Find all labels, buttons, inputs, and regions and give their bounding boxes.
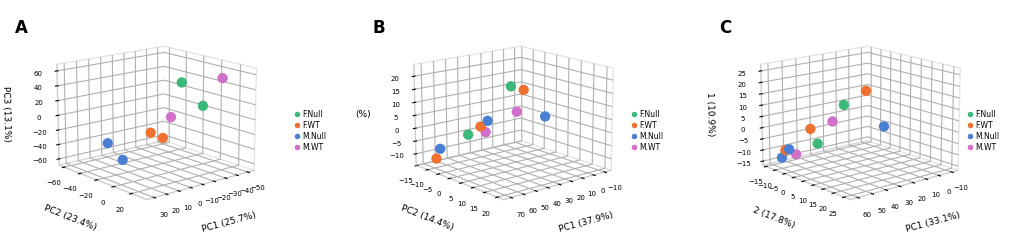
Text: C: C (718, 19, 731, 37)
Legend: F.Null, F.WT, M.Null, M.WT: F.Null, F.WT, M.Null, M.WT (294, 109, 327, 152)
X-axis label: PC1 (33.1%): PC1 (33.1%) (904, 211, 960, 234)
Y-axis label: 2 (17.8%): 2 (17.8%) (751, 205, 795, 230)
X-axis label: PC1 (25.7%): PC1 (25.7%) (201, 211, 257, 234)
Legend: F.Null, F.WT, M.Null, M.WT: F.Null, F.WT, M.Null, M.WT (631, 109, 663, 152)
Text: B: B (372, 19, 384, 37)
Y-axis label: PC2 (23.4%): PC2 (23.4%) (43, 203, 98, 232)
Legend: F.Null, F.WT, M.Null, M.WT: F.Null, F.WT, M.Null, M.WT (967, 109, 1000, 152)
Text: A: A (15, 19, 29, 37)
X-axis label: PC1 (37.9%): PC1 (37.9%) (557, 211, 613, 234)
Y-axis label: PC2 (14.4%): PC2 (14.4%) (399, 203, 454, 232)
